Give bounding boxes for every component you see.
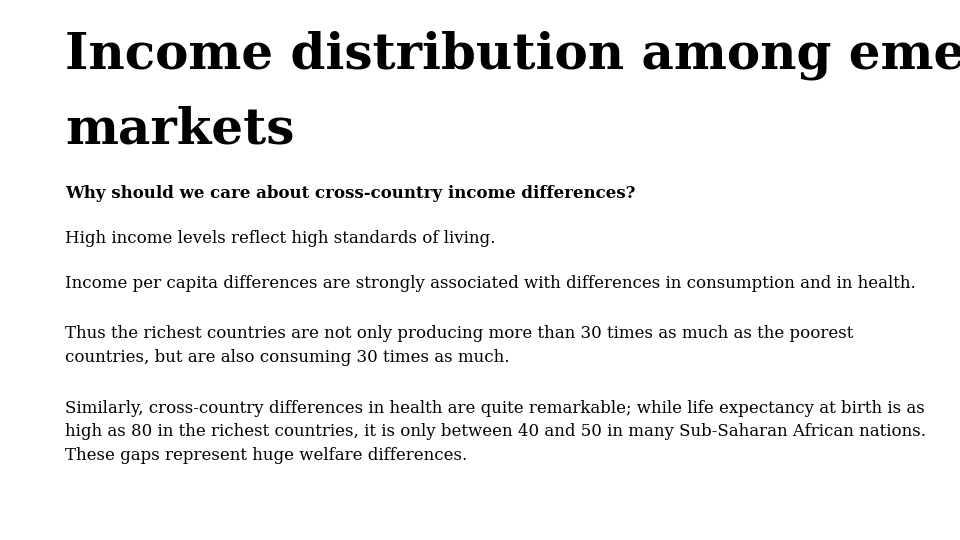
Text: Income per capita differences are strongly associated with differences in consum: Income per capita differences are strong… [65, 275, 916, 292]
Text: Similarly, cross-country differences in health are quite remarkable; while life : Similarly, cross-country differences in … [65, 400, 926, 464]
Text: Thus the richest countries are not only producing more than 30 times as much as : Thus the richest countries are not only … [65, 325, 853, 366]
Text: Income distribution among emerging: Income distribution among emerging [65, 30, 960, 79]
Text: Why should we care about cross-country income differences?: Why should we care about cross-country i… [65, 185, 636, 202]
Text: markets: markets [65, 105, 295, 154]
Text: High income levels reflect high standards of living.: High income levels reflect high standard… [65, 230, 495, 247]
